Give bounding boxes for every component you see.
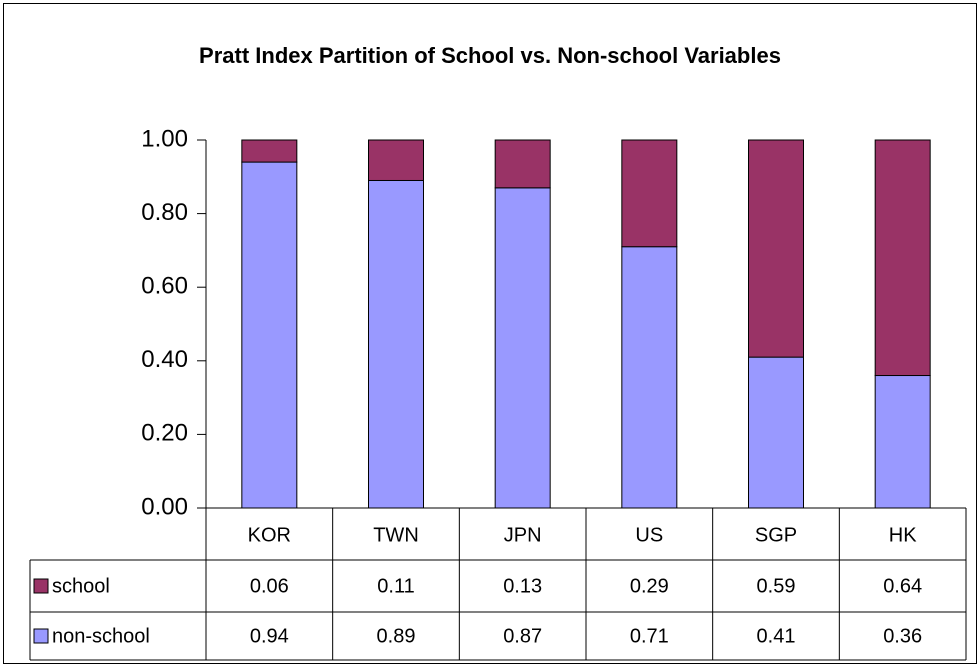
x-tick-label: SGP (755, 524, 797, 546)
y-tick-label: 0.80 (141, 199, 188, 226)
bar-segment (494, 139, 551, 189)
table-value: 0.11 (377, 575, 414, 597)
table-value: 0.06 (250, 575, 289, 597)
bar-segment (874, 139, 931, 377)
chart-frame (3, 3, 977, 664)
table-value: 0.36 (883, 625, 922, 647)
bar-segment (874, 375, 931, 509)
x-tick-label: HK (889, 524, 917, 546)
chart-title: Pratt Index Partition of School vs. Non-… (199, 43, 781, 68)
y-tick-label: 1.00 (141, 125, 188, 152)
table-value: 0.71 (630, 625, 669, 647)
x-tick-label: TWN (373, 524, 419, 546)
bar-segment (241, 139, 298, 163)
legend-label: school (52, 575, 110, 597)
table-value: 0.59 (757, 575, 796, 597)
table-value: 0.41 (757, 625, 796, 647)
bar-segment (494, 187, 551, 509)
bar-segment (368, 179, 424, 509)
legend-key (33, 578, 49, 594)
bar-segment (621, 246, 678, 509)
bar-segment (748, 356, 804, 509)
bar-segment (368, 139, 424, 181)
legend-key (33, 628, 49, 644)
table-value: 0.29 (630, 575, 669, 597)
bar-segment (748, 139, 804, 358)
table-value: 0.94 (250, 625, 289, 647)
bar-segment (241, 161, 298, 509)
y-tick-label: 0.20 (141, 420, 188, 447)
table-value: 0.13 (503, 575, 542, 597)
table-value: 0.64 (883, 575, 922, 597)
x-tick-label: JPN (504, 524, 542, 546)
table-value: 0.87 (503, 625, 542, 647)
x-tick-label: US (635, 524, 663, 546)
legend-label: non-school (52, 625, 150, 647)
bar-segment (621, 139, 678, 248)
y-tick-label: 0.60 (141, 273, 188, 300)
table-value: 0.89 (377, 625, 416, 647)
y-tick-label: 0.00 (141, 493, 188, 520)
y-tick-label: 0.40 (141, 346, 188, 373)
x-tick-label: KOR (248, 524, 291, 546)
